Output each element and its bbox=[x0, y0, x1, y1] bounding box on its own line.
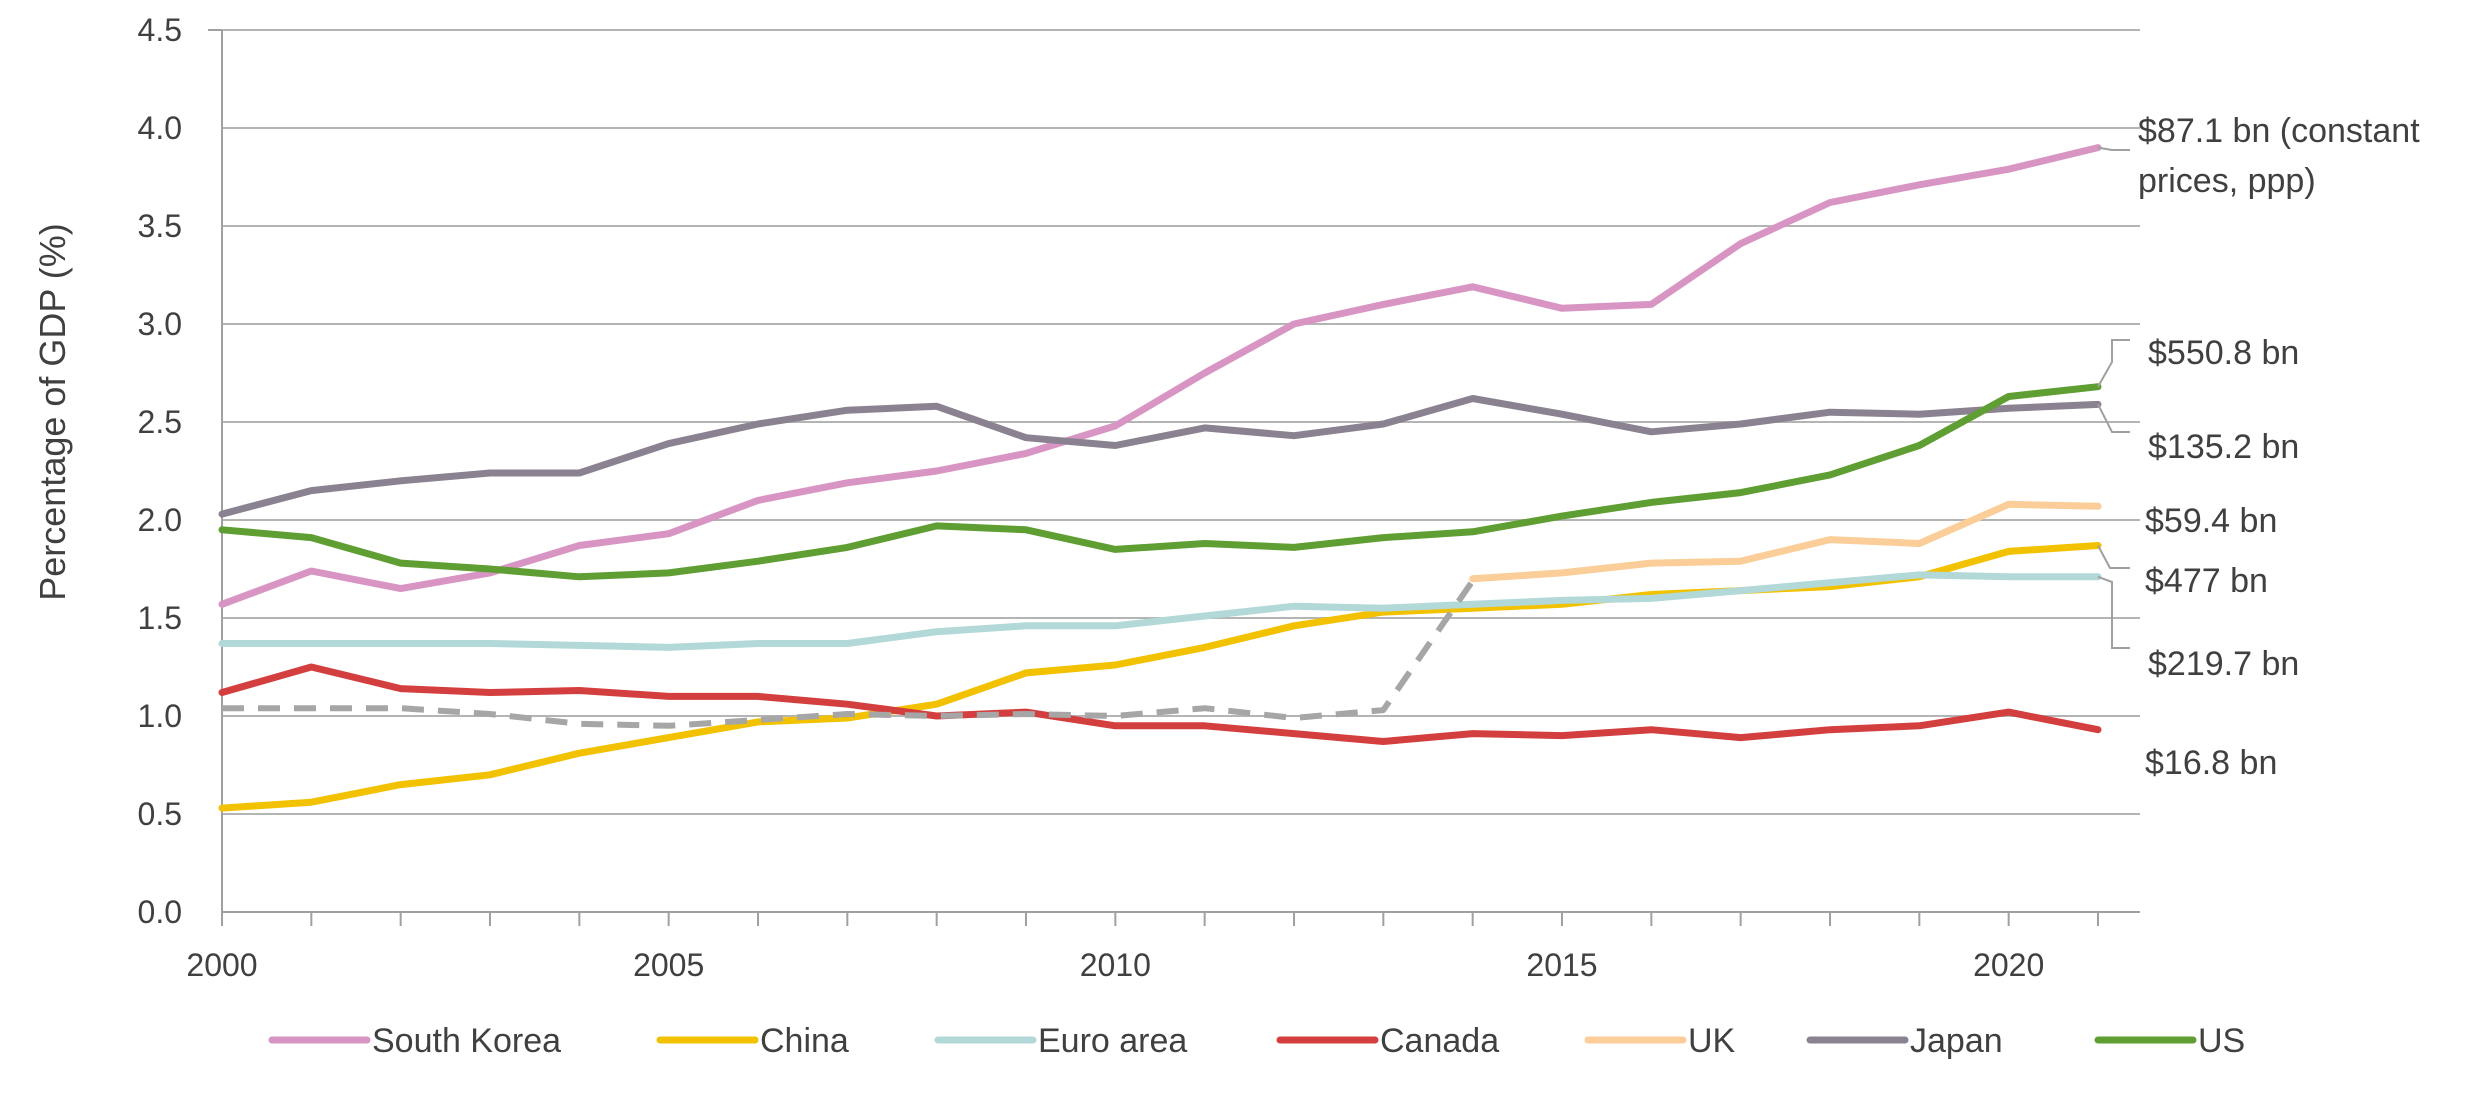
series-line-uk bbox=[1469, 500, 2102, 583]
series-line-south-korea bbox=[218, 144, 2102, 608]
x-tick-label: 2015 bbox=[1526, 947, 1597, 983]
legend-label-south-korea: South Korea bbox=[372, 1022, 561, 1060]
end-label-euro-area: $219.7 bn bbox=[2148, 645, 2299, 683]
leader-line-us bbox=[2097, 339, 2130, 388]
legend: South Korea China Euro area Canada UK Japan US bbox=[268, 1022, 2245, 1060]
end-label-us: $550.8 bn bbox=[2148, 334, 2299, 372]
leader-line-south-korea bbox=[2097, 146, 2130, 151]
end-label-south-korea: prices, ppp) bbox=[2138, 162, 2316, 200]
series-line-uk-earlier-methodology bbox=[222, 579, 1476, 729]
series-line-euro-area bbox=[218, 571, 2102, 651]
y-tick-label: 2.0 bbox=[138, 502, 182, 538]
end-label-uk: $59.4 bn bbox=[2145, 502, 2277, 540]
x-tick-label: 2000 bbox=[186, 947, 257, 983]
y-axis-ticks: 0.0 0.5 1.0 1.5 2.0 2.5 3.0 3.5 4.0 4.5 bbox=[138, 12, 182, 930]
end-label-south-korea: $87.1 bn (constant bbox=[2138, 112, 2420, 150]
leader-line-euro-area bbox=[2097, 575, 2130, 649]
end-labels: $87.1 bn (constant prices, ppp) $550.8 bn $… bbox=[2097, 112, 2420, 782]
legend-label-china: China bbox=[760, 1022, 849, 1060]
legend-label-canada: Canada bbox=[1380, 1022, 1499, 1060]
x-tick-label: 2010 bbox=[1080, 947, 1151, 983]
y-tick-label: 0.5 bbox=[138, 796, 182, 832]
x-tick-label: 2020 bbox=[1973, 947, 2044, 983]
gridlines bbox=[222, 29, 2140, 815]
end-label-japan: $135.2 bn bbox=[2148, 428, 2299, 466]
y-tick-label: 4.5 bbox=[138, 12, 182, 48]
y-axis-title: Percentage of GDP (%) bbox=[32, 223, 73, 601]
legend-label-euro-area: Euro area bbox=[1038, 1022, 1187, 1060]
end-label-china: $477 bn bbox=[2145, 562, 2268, 600]
x-tick-label: 2005 bbox=[633, 947, 704, 983]
legend-label-uk: UK bbox=[1688, 1022, 1736, 1060]
series-line-us bbox=[218, 383, 2102, 581]
series-line-canada bbox=[218, 663, 2102, 745]
leader-line-china bbox=[2097, 545, 2130, 569]
y-tick-label: 3.0 bbox=[138, 306, 182, 342]
x-axis-ticks: 2000 2005 2010 2015 2020 bbox=[186, 912, 2099, 983]
end-label-canada: $16.8 bn bbox=[2145, 744, 2277, 782]
series-lines bbox=[218, 144, 2102, 812]
axes bbox=[208, 29, 2140, 913]
legend-label-japan: Japan bbox=[1910, 1022, 2003, 1060]
y-tick-label: 0.0 bbox=[138, 894, 182, 930]
y-tick-label: 1.0 bbox=[138, 698, 182, 734]
series-line-japan bbox=[218, 395, 2102, 518]
leader-line-japan bbox=[2097, 403, 2130, 433]
y-tick-label: 3.5 bbox=[138, 208, 182, 244]
legend-label-us: US bbox=[2198, 1022, 2245, 1060]
y-tick-label: 1.5 bbox=[138, 600, 182, 636]
y-tick-label: 2.5 bbox=[138, 404, 182, 440]
y-tick-label: 4.0 bbox=[138, 110, 182, 146]
